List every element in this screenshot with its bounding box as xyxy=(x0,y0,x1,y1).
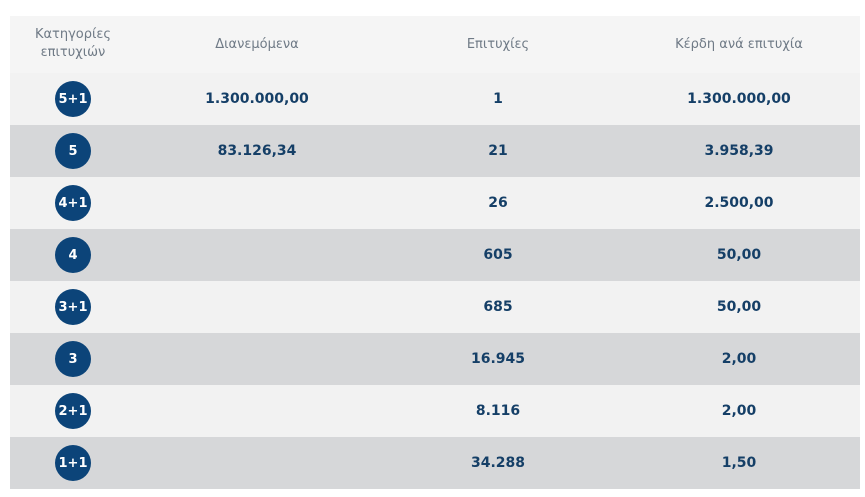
prize-value: 2,00 xyxy=(721,403,757,419)
header-distributed: Διανεμόμενα xyxy=(215,37,299,52)
winners-value: 1 xyxy=(493,91,503,107)
category-badge: 4 xyxy=(55,237,91,273)
winners-value: 34.288 xyxy=(470,455,526,471)
prize-value: 3.958,39 xyxy=(704,143,774,159)
prize-value: 1,50 xyxy=(721,455,757,471)
prize-value: 50,00 xyxy=(716,299,762,315)
prize-value: 2.500,00 xyxy=(704,195,774,211)
category-badge: 5+1 xyxy=(55,81,91,117)
category-badge: 3+1 xyxy=(55,289,91,325)
winners-value: 21 xyxy=(488,143,508,159)
prize-value: 2,00 xyxy=(721,351,757,367)
table-row: 5+1 1.300.000,00 1 1.300.000,00 xyxy=(10,73,860,125)
header-prize-per-winner: Κέρδη ανά επιτυχία xyxy=(675,37,803,52)
category-badge: 4+1 xyxy=(55,185,91,221)
winners-value: 685 xyxy=(483,299,513,315)
table-row: 3 16.945 2,00 xyxy=(10,333,860,385)
header-category-line1: Κατηγορίες xyxy=(34,26,112,42)
distributed-value: 83.126,34 xyxy=(217,143,297,159)
category-badge: 5 xyxy=(55,133,91,169)
table-row: 2+1 8.116 2,00 xyxy=(10,385,860,437)
table-row: 5 83.126,34 21 3.958,39 xyxy=(10,125,860,177)
prize-value: 1.300.000,00 xyxy=(687,91,791,107)
winners-value: 605 xyxy=(483,247,513,263)
header-category-line2: επιτυχιών xyxy=(40,44,106,60)
winners-value: 26 xyxy=(488,195,508,211)
table-row: 1+1 34.288 1,50 xyxy=(10,437,860,489)
winners-value: 8.116 xyxy=(475,403,521,419)
category-badge: 1+1 xyxy=(55,445,91,481)
distributed-value: 1.300.000,00 xyxy=(205,91,309,107)
header-winners: Επιτυχίες xyxy=(466,37,530,52)
winners-value: 16.945 xyxy=(470,351,526,367)
table-row: 3+1 685 50,00 xyxy=(10,281,860,333)
prize-value: 50,00 xyxy=(716,247,762,263)
table-header: Κατηγορίες επιτυχιών Διανεμόμενα Επιτυχί… xyxy=(10,16,860,73)
table-row: 4+1 26 2.500,00 xyxy=(10,177,860,229)
category-badge: 2+1 xyxy=(55,393,91,429)
table-row: 4 605 50,00 xyxy=(10,229,860,281)
results-table: Κατηγορίες επιτυχιών Διανεμόμενα Επιτυχί… xyxy=(10,16,860,489)
category-badge: 3 xyxy=(55,341,91,377)
header-category: Κατηγορίες επιτυχιών xyxy=(10,26,136,62)
